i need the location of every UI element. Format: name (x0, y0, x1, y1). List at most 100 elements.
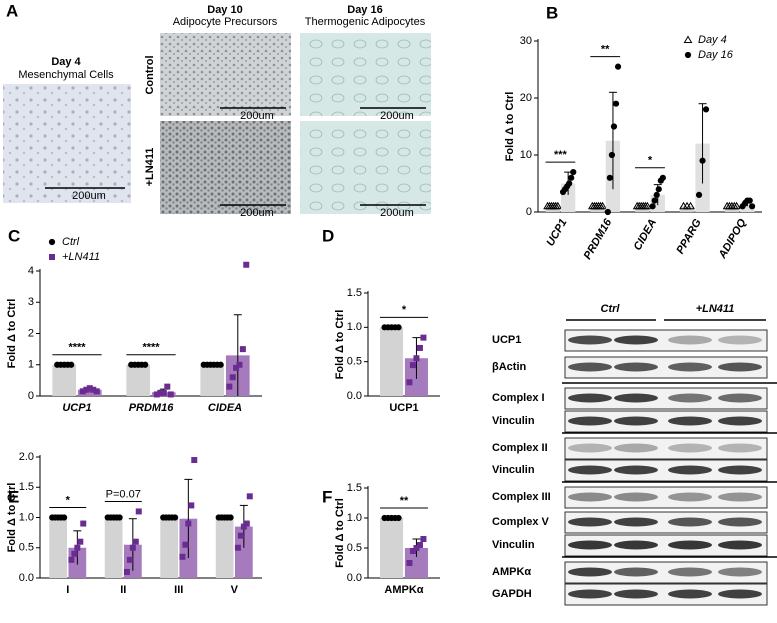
significance-label: * (66, 494, 71, 506)
data-point (116, 514, 123, 521)
scale-label: 200um (72, 190, 106, 202)
blot-band (718, 589, 762, 599)
data-point (68, 556, 75, 563)
y-tick-label: 1.5 (19, 481, 34, 493)
data-point (243, 520, 250, 527)
data-point (746, 197, 753, 204)
significance-label: **** (142, 342, 160, 354)
data-point (226, 383, 233, 390)
bar (160, 517, 179, 578)
blot-band (668, 465, 712, 475)
blot-band (718, 443, 762, 453)
data-point (606, 174, 613, 181)
blot-band (718, 517, 762, 527)
data-point (229, 374, 236, 381)
micrograph (300, 121, 431, 214)
data-point (416, 542, 423, 548)
data-point (614, 63, 622, 70)
data-point (553, 201, 563, 210)
y-tick-label: 0.0 (19, 572, 34, 584)
data-point (239, 346, 246, 353)
blot-strip (564, 534, 768, 557)
scale-label: 200um (240, 110, 274, 122)
panel-letter: A (6, 1, 18, 20)
blot-strip (564, 486, 768, 509)
x-tick-label: UCP1 (544, 217, 569, 248)
row-label: Vinculin (492, 415, 535, 427)
blot-strip (564, 459, 768, 482)
data-point (227, 514, 234, 521)
row-label: Complex III (492, 491, 551, 503)
y-tick-label: 0.5 (19, 542, 34, 554)
legend-label: Ctrl (62, 236, 80, 248)
y-tick-label: 30 (520, 35, 532, 47)
row-label: +LN411 (144, 148, 156, 187)
y-tick-label: 1.5 (347, 482, 362, 494)
x-tick-label: V (231, 584, 239, 596)
data-point (686, 201, 695, 210)
y-tick-label: 1.0 (19, 511, 34, 523)
data-point (185, 520, 192, 527)
data-point (80, 520, 87, 527)
data-point (123, 568, 130, 575)
x-tick-label: UCP1 (389, 402, 418, 414)
blot-band (568, 335, 612, 345)
data-point (71, 550, 78, 557)
row-label: Complex V (492, 516, 550, 528)
data-point (160, 389, 167, 396)
data-point (598, 201, 607, 210)
y-tick-label: 10 (520, 149, 532, 161)
data-point (142, 361, 149, 368)
image-subtitle: Adipocyte Precursors (173, 16, 278, 28)
x-tick-label: ADIPOQ (716, 217, 749, 262)
y-axis-label: Fold Δ to Ctrl (334, 310, 346, 380)
x-tick-label: CIDEA (632, 217, 660, 253)
y-tick-label: 4 (28, 265, 34, 277)
blot-band (718, 416, 762, 426)
x-tick-label: UCP1 (62, 402, 91, 414)
data-point (188, 502, 195, 509)
blot-band (668, 540, 712, 550)
data-point (406, 379, 413, 386)
x-tick-label: PPARG (674, 217, 704, 257)
blot-band (568, 540, 612, 550)
image-subtitle: Mesenchymal Cells (18, 69, 114, 81)
significance-label: * (648, 155, 653, 167)
x-tick-label: II (120, 584, 126, 596)
bar (215, 517, 234, 578)
significance-label: * (402, 304, 407, 316)
row-label: Control (144, 55, 156, 94)
row-label: GAPDH (492, 588, 532, 600)
data-point (416, 344, 423, 351)
legend-marker (49, 254, 55, 260)
data-point (93, 388, 100, 395)
data-point (77, 538, 84, 545)
blot-band (718, 393, 762, 403)
blot-band (668, 335, 712, 345)
y-tick-label: 1 (28, 359, 34, 371)
panel-letter: F (322, 487, 332, 506)
legend-label: Day 4 (698, 34, 727, 46)
bar (404, 548, 428, 578)
scale-label: 200um (240, 207, 274, 219)
significance-label: **** (68, 342, 86, 354)
data-point (243, 261, 250, 268)
data-point (246, 493, 253, 500)
significance-label: ** (601, 44, 610, 56)
blot-band (614, 393, 658, 403)
y-tick-label: 3 (28, 296, 34, 308)
blot-band (614, 517, 658, 527)
data-point (659, 174, 666, 181)
data-point (413, 355, 420, 362)
bar (234, 526, 253, 578)
row-label: Vinculin (492, 539, 535, 551)
bar (380, 327, 404, 396)
data-point (604, 208, 611, 216)
y-axis-label: Fold Δ to Ctrl (504, 92, 516, 162)
data-point (695, 191, 703, 198)
micrograph (3, 84, 131, 203)
blot-band (568, 443, 612, 453)
blot-band (568, 465, 612, 475)
y-tick-label: 1.0 (347, 512, 362, 524)
data-point (653, 191, 660, 198)
